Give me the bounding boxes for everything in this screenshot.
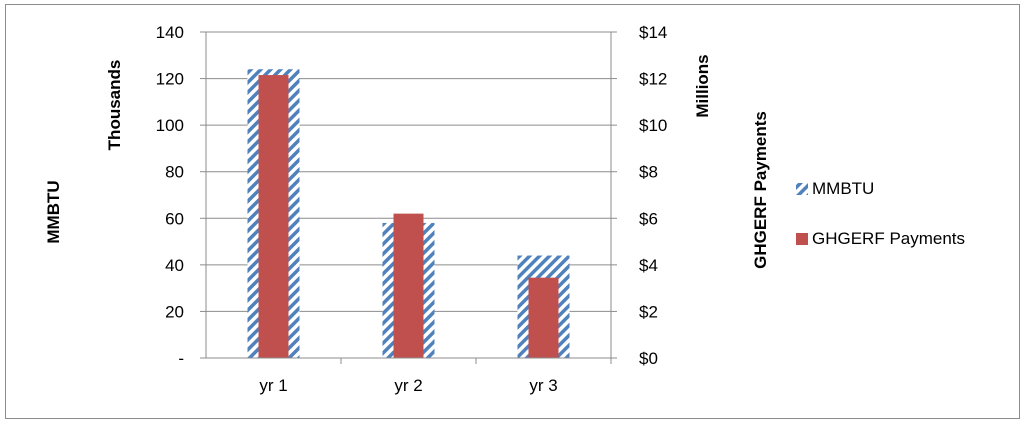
right-axis-unit-label: Millions bbox=[693, 54, 712, 117]
axes bbox=[200, 31, 617, 364]
left-tick-label: 120 bbox=[156, 70, 184, 89]
bar-ghgerf-payments bbox=[393, 213, 424, 358]
bar-ghgerf-payments bbox=[528, 277, 559, 358]
legend-swatch-ghgerf bbox=[796, 233, 808, 245]
left-tick-label: 60 bbox=[165, 209, 184, 228]
chart-frame: - 20 40 60 80 100 120 140 $0 $2 $4 $6 $8 $10 $12 $14 y… bbox=[5, 4, 1020, 419]
right-tick-label: $2 bbox=[639, 302, 658, 321]
right-tick-label: $4 bbox=[639, 256, 658, 275]
category-labels: yr 1 yr 2 yr 3 bbox=[259, 376, 557, 395]
bar-chart: - 20 40 60 80 100 120 140 $0 $2 $4 $6 $8 $10 $12 $14 y… bbox=[44, 23, 965, 395]
right-tick-label: $14 bbox=[639, 23, 667, 42]
category-label: yr 2 bbox=[394, 376, 422, 395]
left-tick-label: 20 bbox=[165, 302, 184, 321]
legend-label-mmbtu: MMBTU bbox=[812, 179, 874, 198]
right-tick-label: $0 bbox=[639, 349, 658, 368]
left-axis-title: MMBTU bbox=[44, 180, 63, 243]
left-tick-label: - bbox=[178, 349, 184, 368]
bar-ghgerf-payments bbox=[258, 75, 289, 358]
left-tick-label: 40 bbox=[165, 256, 184, 275]
right-axis-tick-labels: $0 $2 $4 $6 $8 $10 $12 $14 bbox=[639, 23, 667, 368]
legend-swatch-mmbtu bbox=[796, 183, 808, 195]
right-tick-label: $8 bbox=[639, 163, 658, 182]
left-axis-tick-labels: - 20 40 60 80 100 120 140 bbox=[156, 23, 184, 368]
left-tick-label: 140 bbox=[156, 23, 184, 42]
legend: MMBTU GHGERF Payments bbox=[796, 179, 965, 248]
left-axis-unit-label: Thousands bbox=[105, 60, 124, 151]
left-tick-label: 80 bbox=[165, 163, 184, 182]
left-tick-label: 100 bbox=[156, 116, 184, 135]
legend-label-ghgerf: GHGERF Payments bbox=[812, 229, 965, 248]
right-tick-label: $10 bbox=[639, 116, 667, 135]
right-tick-label: $6 bbox=[639, 209, 658, 228]
category-label: yr 3 bbox=[529, 376, 557, 395]
category-label: yr 1 bbox=[259, 376, 287, 395]
right-axis-title: GHGERF Payments bbox=[751, 111, 770, 269]
bars bbox=[247, 69, 570, 358]
right-tick-label: $12 bbox=[639, 70, 667, 89]
